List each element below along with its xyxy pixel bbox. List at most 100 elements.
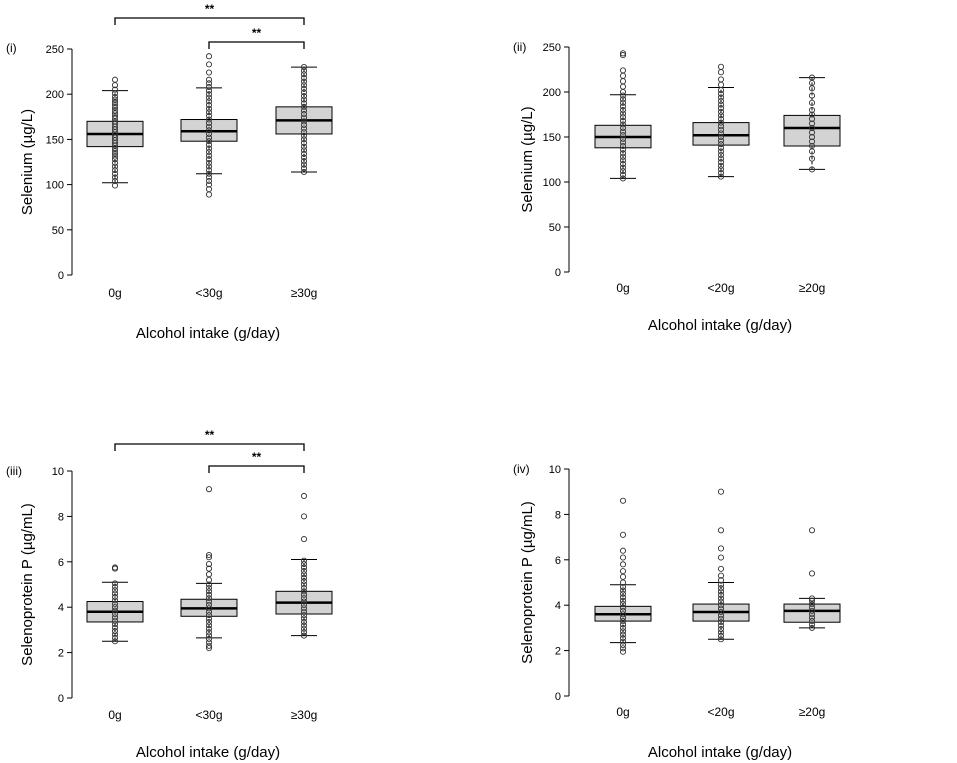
panel-1-sig-1-bracket bbox=[114, 17, 305, 25]
panel-3-y-tick-label-2: 4 bbox=[58, 602, 64, 614]
panel-1-y-label: Selenium (µg/L) bbox=[19, 109, 36, 215]
panel-1-group-2-point-19 bbox=[205, 120, 213, 127]
panel-2-group-1-category-label: 0g bbox=[616, 281, 629, 295]
panel-4-group-2-point-23 bbox=[717, 488, 725, 495]
panel-1-sig-2-label: ** bbox=[252, 26, 262, 40]
panel-4-group-1-point-17 bbox=[619, 590, 627, 597]
panel-1-group-2-point-6 bbox=[205, 167, 213, 174]
panel-2-group-1-point-17 bbox=[619, 114, 627, 121]
panel-4-group-2-point-10 bbox=[717, 602, 725, 609]
panel-4-group-2-point-17 bbox=[717, 577, 725, 584]
panel-1-y-tick-label-0: 0 bbox=[58, 270, 64, 282]
panel-4-group-1-point-4 bbox=[619, 635, 627, 642]
panel-2-group-1-point-20 bbox=[619, 103, 627, 110]
panel-4-group-3-point-9 bbox=[808, 595, 816, 602]
panel-2-group-3-point-4 bbox=[808, 138, 816, 145]
panel-4-group-3-point-7 bbox=[808, 601, 816, 608]
panel-3-group-3-point-11 bbox=[300, 595, 308, 602]
panel-3-group-2-point-21 bbox=[205, 571, 213, 578]
panel-1-group-3-point-4 bbox=[300, 154, 308, 161]
panel-3-group-2-point-2 bbox=[205, 639, 213, 646]
panel-1-group-3-point-27 bbox=[300, 71, 308, 78]
panel-2-group-2-point-13 bbox=[717, 126, 725, 133]
panel-3-sig-1-label: ** bbox=[205, 428, 215, 442]
panel-1-group-2-point-29 bbox=[205, 83, 213, 91]
panel-4-group-2-point-5 bbox=[717, 619, 725, 626]
panel-4-group-3-category-label: ≥20g bbox=[799, 705, 826, 719]
panel-1-y-tick-label-2: 100 bbox=[46, 180, 64, 192]
panel-4-group-1-point-5 bbox=[619, 631, 627, 638]
panel-2-group-2-point-3 bbox=[717, 162, 725, 169]
panel-2-group-1-point-30 bbox=[619, 50, 627, 57]
panel-1-group-3-point-20 bbox=[300, 96, 308, 103]
panel-1-group-3-point-9 bbox=[300, 136, 308, 143]
panel-1-group-1-point-4 bbox=[111, 167, 119, 174]
panel-3-group-1-point-19 bbox=[111, 564, 119, 571]
panel-4-group-2-point-11 bbox=[717, 598, 725, 605]
panel-4-group-1-point-25 bbox=[619, 547, 627, 554]
panel-1-group-3-point-15 bbox=[300, 114, 308, 121]
panel-2-group-3-point-11 bbox=[808, 106, 816, 114]
panel-2-group-2-point-12 bbox=[717, 130, 725, 137]
panel-3-group-3-point-0 bbox=[300, 632, 308, 639]
panel-3-group-2-point-4 bbox=[205, 632, 213, 639]
panel-3-group-2-point-15 bbox=[205, 595, 213, 602]
panel-4-group-2-point-15 bbox=[717, 585, 725, 592]
panel-1-group-2-point-13 bbox=[205, 141, 213, 148]
panel-3-group-1-point-17 bbox=[111, 580, 119, 587]
panel-3-group-1-point-8 bbox=[111, 610, 119, 618]
panel-1-group-2-point-4 bbox=[205, 174, 213, 181]
panel-4-group-1-point-23 bbox=[619, 561, 627, 568]
panel-4-group-3-point-11 bbox=[808, 527, 816, 534]
panel-4-group-1-point-27 bbox=[619, 497, 627, 504]
panel-1-group-2-point-11 bbox=[205, 149, 213, 156]
panel-1-group-3-point-21 bbox=[300, 92, 308, 100]
panel-4-group-1-point-26 bbox=[619, 531, 627, 538]
panel-1-y-tick-label-4: 200 bbox=[46, 89, 64, 101]
panel-4-group-1-point-24 bbox=[619, 554, 627, 561]
panel-2-group-3-point-1 bbox=[808, 155, 816, 162]
panel-2-group-1-point-18 bbox=[619, 110, 627, 117]
panel-4-y-tick-label-3: 6 bbox=[555, 555, 561, 567]
panel-2-group-3-point-7 bbox=[808, 124, 816, 132]
panel-4-group-2-point-20 bbox=[717, 554, 725, 561]
panel-3-group-2-point-12 bbox=[205, 605, 213, 612]
panel-1-group-2-point-3 bbox=[205, 177, 213, 185]
panel-2-group-1-point-21 bbox=[619, 99, 627, 106]
panel-3-group-2-point-17 bbox=[205, 588, 213, 595]
panel-2-group-2-point-23 bbox=[717, 90, 725, 97]
panel-2-label: (ii) bbox=[513, 40, 526, 54]
panel-3-group-2-point-16 bbox=[205, 591, 213, 598]
panel-4-group-2-point-22 bbox=[717, 527, 725, 534]
panel-2-x-label: Alcohol intake (g/day) bbox=[648, 317, 792, 334]
panel-1-group-3-point-12 bbox=[300, 125, 308, 132]
panel-1-group-1-point-29 bbox=[111, 96, 119, 103]
panel-1-x-label: Alcohol intake (g/day) bbox=[136, 325, 280, 342]
panel-4-x-label: Alcohol intake (g/day) bbox=[648, 744, 792, 761]
panel-1-group-2-point-0 bbox=[205, 191, 213, 198]
panel-2-group-2-point-15 bbox=[717, 119, 725, 126]
panel-3-group-1-category-label: 0g bbox=[108, 708, 121, 722]
panel-3-group-2-point-14 bbox=[205, 598, 213, 605]
panel-3-group-3-point-8 bbox=[300, 605, 308, 612]
panel-1-group-3-point-14 bbox=[300, 118, 308, 125]
panel-4-y-tick-label-5: 10 bbox=[549, 464, 561, 476]
panel-3-y-tick-label-0: 0 bbox=[58, 693, 64, 705]
panel-3-group-2-point-5 bbox=[205, 629, 213, 636]
panel-2-group-1-point-14 bbox=[619, 124, 627, 132]
panel-3-group-3-point-5 bbox=[300, 615, 308, 622]
panel-3-group-2-point-13 bbox=[205, 601, 213, 608]
panel-4-group-2-point-4 bbox=[717, 622, 725, 629]
panel-1-y-tick-label-3: 150 bbox=[46, 134, 64, 146]
panel-2-group-2-point-6 bbox=[717, 151, 725, 159]
panel-2-group-1-point-7 bbox=[619, 150, 627, 157]
panel-3-group-3-point-6 bbox=[300, 612, 308, 619]
panel-1-group-3-point-23 bbox=[300, 85, 308, 92]
panel-4-group-1-point-6 bbox=[619, 628, 627, 635]
panel-1-group-1-point-31 bbox=[111, 90, 119, 97]
panel-1-group-2-point-21 bbox=[205, 112, 213, 119]
panel-4-group-1-point-13 bbox=[619, 604, 627, 611]
panel-2-group-2-point-10 bbox=[717, 137, 725, 144]
panel-1-group-2-point-7 bbox=[205, 163, 213, 170]
panel-1-group-2-point-26 bbox=[205, 94, 213, 101]
